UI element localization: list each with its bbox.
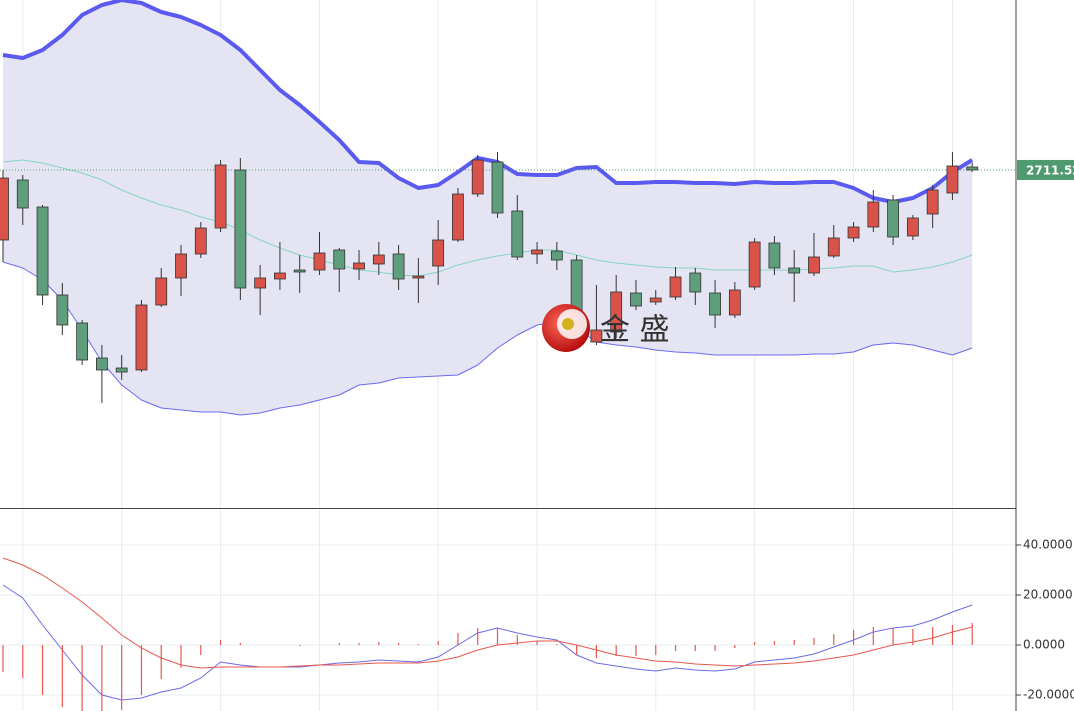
candle-body <box>76 322 89 361</box>
candle-body <box>590 329 603 343</box>
candle-body <box>550 250 563 261</box>
candle-body <box>432 239 445 267</box>
watermark: 金 盛 <box>600 313 670 348</box>
candle-body <box>254 277 267 289</box>
candle-body <box>194 227 207 255</box>
candle-body <box>748 241 761 288</box>
candle-body <box>847 226 860 239</box>
candle-body <box>155 277 168 306</box>
band-fill <box>3 0 973 415</box>
last-price-label: 2711.52 <box>1026 163 1074 177</box>
candle-body <box>630 292 642 307</box>
candle-body <box>867 201 880 228</box>
candle-body <box>946 165 959 194</box>
candle-body <box>36 206 49 296</box>
candle-body <box>353 262 365 270</box>
candle-body <box>392 253 405 280</box>
candle-body <box>135 304 148 371</box>
candle-body <box>610 291 623 333</box>
candle-body <box>511 210 524 258</box>
candle-body <box>788 267 801 274</box>
candle-body <box>115 367 128 373</box>
y-tick-label: 40.0000 <box>1023 538 1073 552</box>
candle-body <box>333 249 346 270</box>
macd-line <box>2 557 973 669</box>
candle-body <box>214 164 227 229</box>
candle-body <box>728 289 741 316</box>
candle-body <box>887 199 899 238</box>
candle-body <box>16 179 29 209</box>
candle-body <box>471 159 484 195</box>
candle-body <box>274 272 286 280</box>
macd-line <box>2 584 973 701</box>
y-tick-label: 20.0000 <box>1023 588 1073 602</box>
candle-body <box>709 292 721 316</box>
candle-body <box>966 166 979 171</box>
candle-body <box>313 252 326 271</box>
candle-body <box>808 256 820 274</box>
last-price-box <box>1017 159 1074 180</box>
y-tick-label: 0.0000 <box>1023 638 1065 652</box>
candle-body <box>96 357 108 371</box>
candle-body <box>531 249 543 255</box>
candle-body <box>926 189 939 215</box>
candle-body <box>491 161 504 214</box>
candle-body <box>827 237 840 257</box>
candle-body <box>56 294 69 326</box>
band-line <box>2 261 973 416</box>
candle-body <box>768 242 781 269</box>
candle-body <box>175 253 187 279</box>
candle-body <box>669 276 682 298</box>
candle-body <box>412 275 425 279</box>
y-tick-label: -20.0000 <box>1023 688 1074 702</box>
candle-body <box>293 269 306 273</box>
candle-body <box>649 297 662 303</box>
candle-body <box>906 217 919 237</box>
candle-body <box>234 169 247 289</box>
candle-body <box>372 254 385 265</box>
candle-body <box>689 272 702 293</box>
band-line <box>2 0 974 204</box>
watermark-logo <box>542 304 590 352</box>
candle-body <box>0 177 9 241</box>
candle-body <box>452 193 464 241</box>
